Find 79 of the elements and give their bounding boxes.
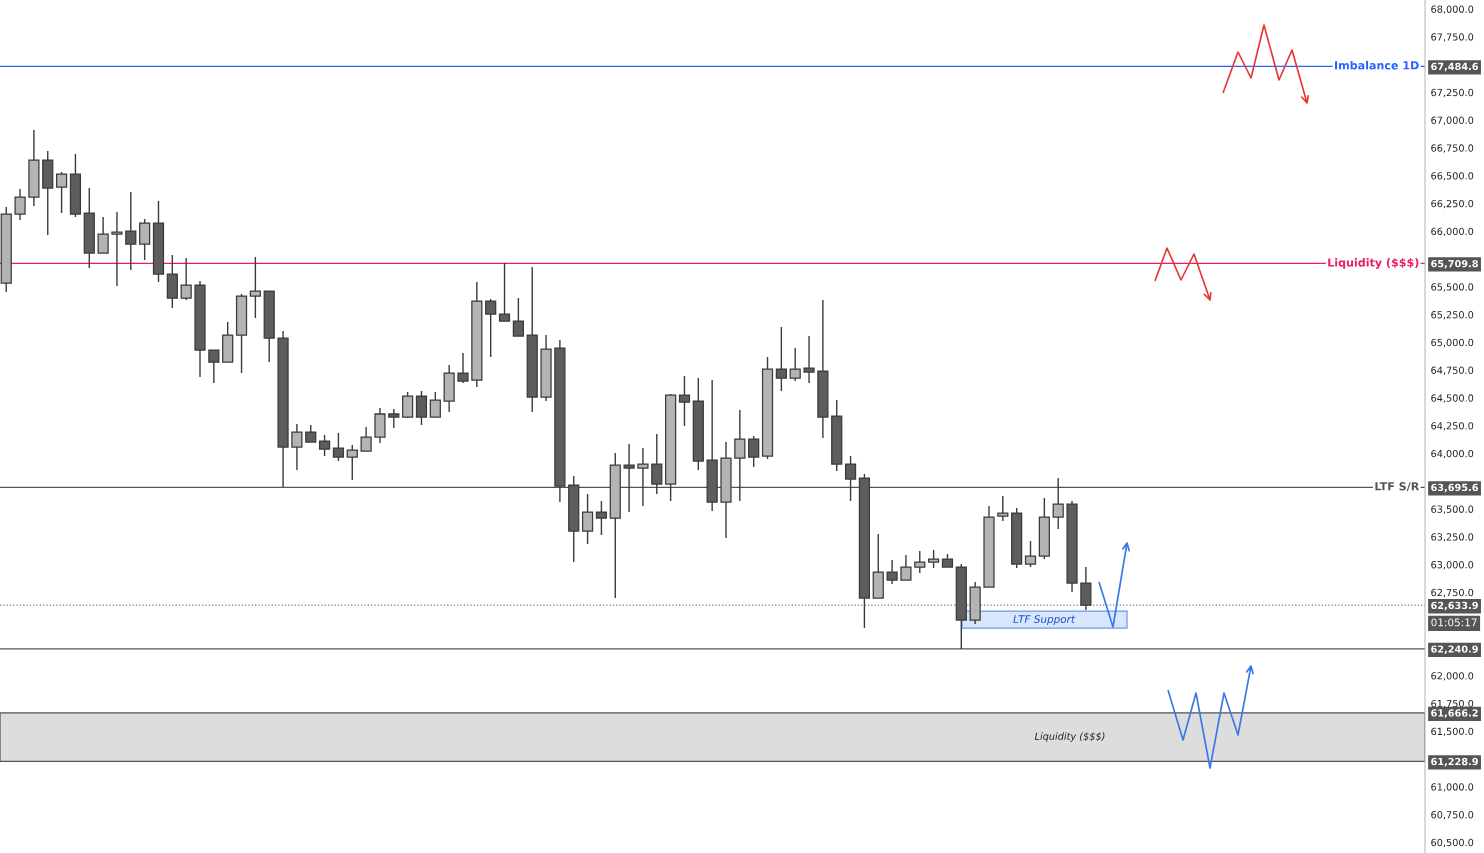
y-tick-label: 63,500.0 xyxy=(1431,505,1474,514)
candlestick xyxy=(97,216,109,254)
y-tick-label: 61,666.2 xyxy=(1431,709,1478,718)
candlestick xyxy=(734,409,746,502)
y-tick-label: 62,750.0 xyxy=(1431,588,1474,598)
y-tick-label: 62,240.9 xyxy=(1431,645,1478,654)
y-tick-label: 61,000.0 xyxy=(1431,783,1474,792)
candlestick xyxy=(402,391,414,419)
candlestick xyxy=(678,375,691,427)
candlestick xyxy=(914,550,926,574)
candlestick xyxy=(249,256,261,319)
y-tick-label: 62,000.0 xyxy=(1431,672,1474,681)
y-tick-label: 67,750.0 xyxy=(1431,33,1474,42)
candlestick xyxy=(388,408,400,429)
ref-line-label: Imbalance 1D xyxy=(1334,60,1419,70)
candlestick xyxy=(1080,566,1092,611)
candlestick xyxy=(1024,540,1037,568)
candlestick xyxy=(581,493,594,545)
y-tick-label: 67,250.0 xyxy=(1431,88,1474,98)
text: 01:05:17 xyxy=(1431,618,1477,627)
y-tick-label: 61,750.0 xyxy=(1431,699,1474,709)
y-tick-label: 64,000.0 xyxy=(1431,449,1474,459)
y-tick-label: 60,750.0 xyxy=(1431,811,1474,820)
candlestick xyxy=(997,495,1009,522)
candlestick xyxy=(111,211,123,287)
y-tick-label: 67,484.6 xyxy=(1431,62,1479,72)
y-tick-label: 65,709.8 xyxy=(1431,259,1478,269)
y-tick-label: 64,500.0 xyxy=(1431,394,1474,403)
y-tick-label: 65,000.0 xyxy=(1431,338,1474,348)
candlestick xyxy=(346,444,358,481)
y-tick-label: 63,250.0 xyxy=(1431,533,1474,542)
y-tick-label: 67,000.0 xyxy=(1431,116,1474,125)
annotation: LTF Support xyxy=(1013,615,1076,626)
y-tick-label: 66,250.0 xyxy=(1431,199,1474,209)
candlestick xyxy=(291,423,303,471)
candlestick xyxy=(332,432,345,462)
candlestick xyxy=(803,335,815,384)
candlestick xyxy=(55,171,68,214)
y-tick-label: 64,250.0 xyxy=(1431,422,1474,431)
candlestick xyxy=(512,297,524,337)
candlestick xyxy=(457,352,469,384)
candlestick xyxy=(360,426,372,452)
y-tick-label: 63,695.6 xyxy=(1431,483,1479,493)
candlestick xyxy=(886,559,898,585)
candlestick xyxy=(1052,477,1064,530)
candlestick xyxy=(139,218,151,261)
candlestick xyxy=(125,191,137,271)
ref-line-label: LTF S/R xyxy=(1375,482,1420,492)
candlestick xyxy=(748,435,760,468)
candlestick xyxy=(595,500,608,536)
candlestick xyxy=(789,347,801,382)
candlestick xyxy=(928,549,940,569)
y-tick-label: 62,633.9 xyxy=(1431,601,1478,611)
candlestick xyxy=(775,326,787,392)
candlestick xyxy=(415,390,428,426)
y-tick-label: 65,250.0 xyxy=(1431,311,1474,320)
candlestick xyxy=(166,254,178,309)
candlestick xyxy=(374,407,386,444)
candlestick xyxy=(208,349,220,384)
y-tick-label: 66,750.0 xyxy=(1431,144,1474,153)
candlestick xyxy=(485,298,497,358)
candlestick xyxy=(498,262,511,322)
ref-line-label: Liquidity ($$$) xyxy=(1328,258,1419,269)
y-tick-label: 61,228.9 xyxy=(1431,757,1478,767)
y-tick-label: 66,500.0 xyxy=(1431,172,1474,181)
y-tick-label: 64,750.0 xyxy=(1431,366,1474,375)
band-label: Liquidity ($$$) xyxy=(1034,732,1105,742)
candlestick xyxy=(180,257,192,301)
candlestick xyxy=(900,554,912,581)
y-tick-label: 60,500.0 xyxy=(1431,838,1474,848)
candlestick xyxy=(14,188,26,221)
y-tick-label: 65,500.0 xyxy=(1431,283,1474,292)
candlestick xyxy=(429,391,441,418)
y-tick-label: 63,000.0 xyxy=(1431,561,1474,570)
y-tick-label: 61,500.0 xyxy=(1431,727,1474,737)
candlestick xyxy=(318,434,331,457)
y-tick-label: 68,000.0 xyxy=(1431,5,1474,14)
candlestick xyxy=(637,447,649,507)
y-tick-label: 66,000.0 xyxy=(1431,227,1474,237)
